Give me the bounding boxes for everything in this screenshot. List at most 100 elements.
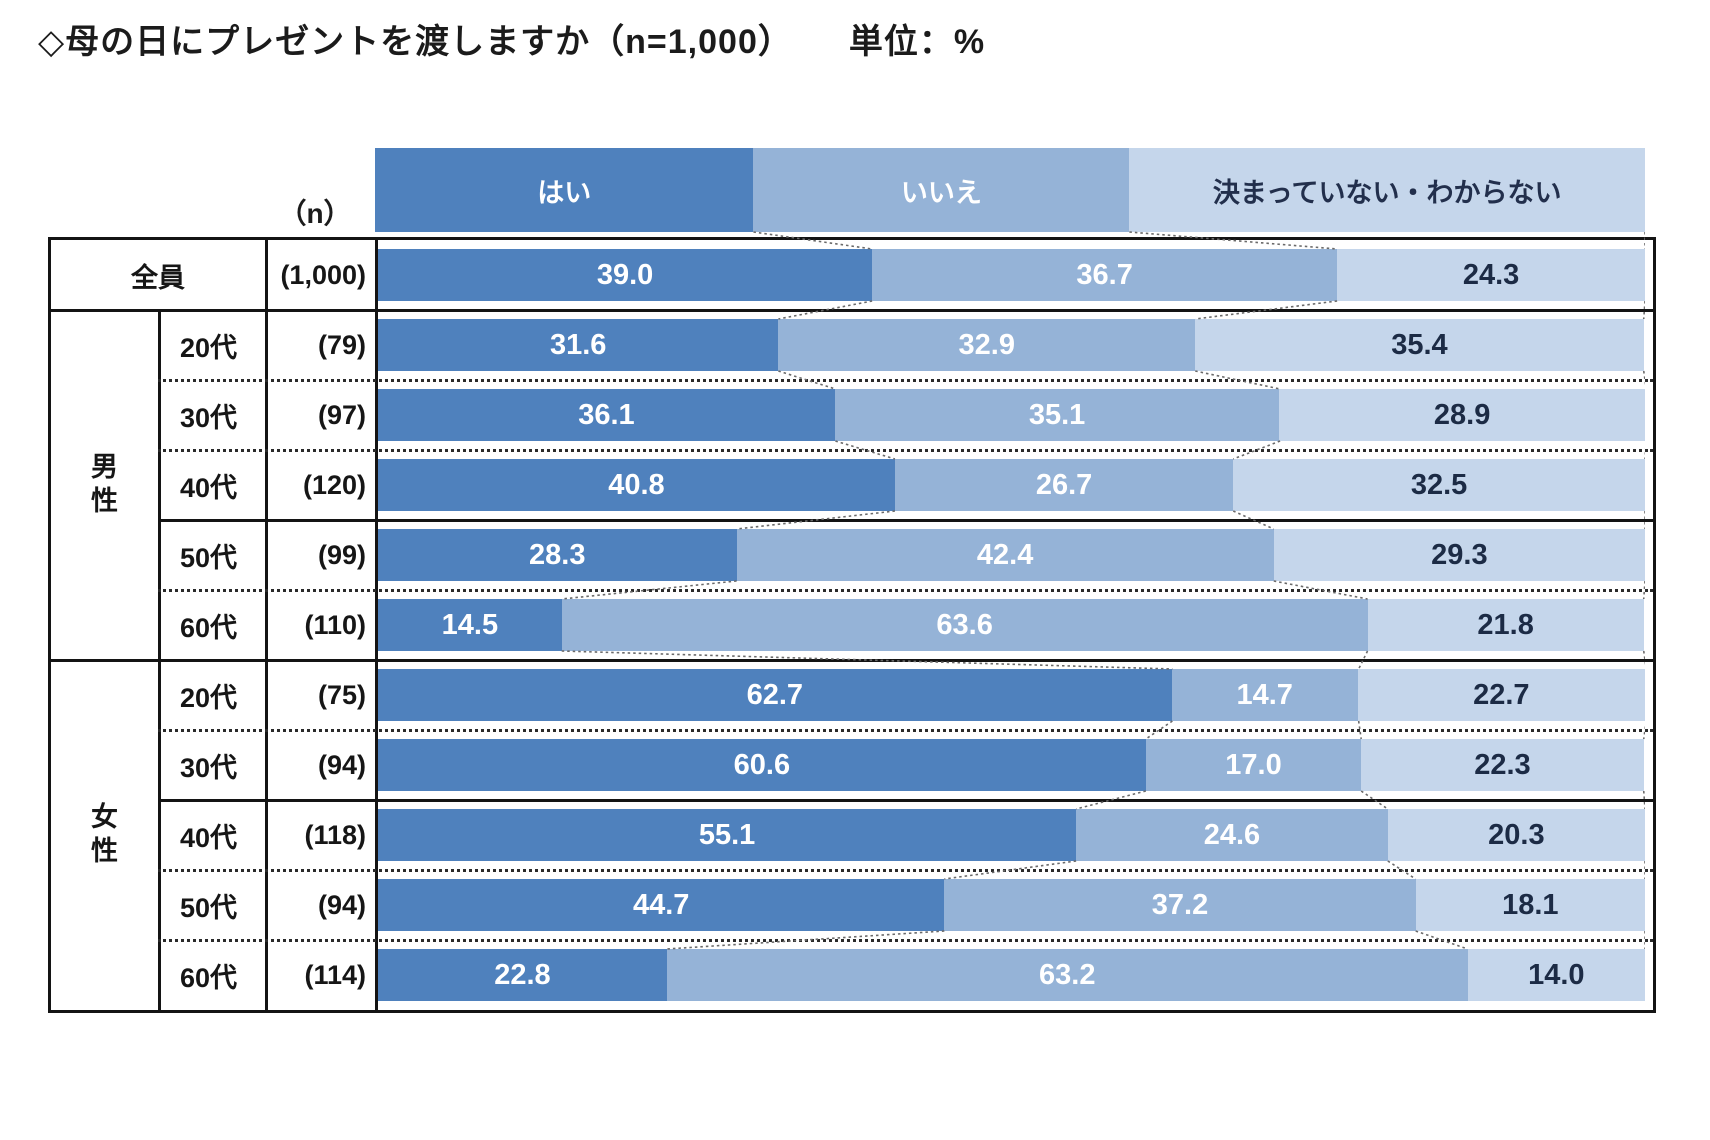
bar-value: 60.6 (733, 748, 791, 781)
bar-value: 14.7 (1236, 678, 1293, 711)
bar-segment-no: 36.7 (872, 249, 1338, 301)
n-label: (94) (317, 749, 366, 780)
stacked-bar: 28.3 42.4 29.3 (378, 529, 1645, 581)
bar-segment-undecided: 14.0 (1467, 949, 1645, 1001)
bar-value: 31.6 (549, 328, 607, 361)
n-column-header: （n） (278, 198, 352, 229)
bar-segment-yes: 28.3 (378, 529, 737, 581)
bar-value: 14.0 (1528, 958, 1585, 991)
bar-value: 62.7 (746, 678, 804, 711)
bar-value: 22.8 (494, 958, 551, 991)
bar-segment-undecided: 35.4 (1195, 319, 1644, 371)
stacked-bar: 40.8 26.7 32.5 (378, 459, 1645, 511)
bar-segment-undecided: 22.3 (1361, 739, 1644, 791)
age-label: 40代 (180, 472, 238, 503)
age-label: 60代 (180, 612, 238, 643)
bar-segment-no: 63.6 (561, 599, 1368, 651)
chart-title-text: ◇母の日にプレゼントを渡しますか（n=1,000） (38, 23, 793, 61)
bar-segment-no: 24.6 (1076, 809, 1388, 861)
bar-value: 40.8 (608, 468, 665, 501)
bar-segment-yes: 31.6 (378, 319, 779, 371)
legend-item: はい (375, 148, 754, 232)
age-label: 50代 (180, 542, 238, 573)
age-label: 60代 (180, 962, 238, 993)
bar-value: 55.1 (698, 818, 756, 851)
bar-value: 17.0 (1225, 748, 1282, 781)
bar-value: 22.7 (1473, 678, 1530, 711)
n-label: (118) (304, 819, 366, 850)
bar-segment-undecided: 24.3 (1337, 249, 1645, 301)
bar-segment-undecided: 32.5 (1233, 459, 1645, 511)
row-separator-solid (158, 518, 1653, 522)
bar-value: 24.6 (1203, 818, 1261, 851)
bar-value: 32.5 (1410, 468, 1468, 501)
bar-segment-no: 63.2 (666, 949, 1468, 1001)
bar-value: 37.2 (1151, 888, 1209, 921)
age-label: 20代 (180, 682, 238, 713)
bar-value: 36.7 (1076, 258, 1133, 291)
chart-unit-label: 単位：% (848, 23, 986, 61)
n-label: (110) (304, 609, 366, 640)
legend-header: はい いいえ 決まっていない・わからない (375, 148, 1645, 232)
bar-segment-undecided: 28.9 (1279, 389, 1645, 441)
age-label: 30代 (180, 752, 238, 783)
bar-segment-no: 35.1 (834, 389, 1280, 441)
n-label: (1,000) (280, 259, 366, 290)
bar-segment-no: 42.4 (736, 529, 1274, 581)
bar-value: 36.1 (578, 398, 635, 431)
stacked-bar: 14.5 63.6 21.8 (378, 599, 1645, 651)
row-separator-dotted (158, 378, 1653, 382)
bar-value: 42.4 (976, 538, 1034, 571)
grid-vline-n (375, 240, 378, 1010)
n-label: (114) (304, 959, 366, 990)
age-label: 50代 (180, 892, 238, 923)
row-separator-dotted (158, 728, 1653, 732)
group-cell: 女性 (91, 802, 118, 866)
bar-segment-yes: 55.1 (378, 809, 1077, 861)
stacked-bar: 62.7 14.7 22.7 (378, 669, 1645, 721)
group-cell: 男性 (91, 452, 118, 516)
row-separator-dotted (158, 868, 1653, 872)
bar-value: 18.1 (1502, 888, 1559, 921)
bar-segment-no: 32.9 (778, 319, 1196, 371)
row-separator-dotted (158, 588, 1653, 592)
bar-value: 22.3 (1474, 748, 1531, 781)
n-label: (79) (317, 329, 366, 360)
bar-value: 35.1 (1028, 398, 1086, 431)
bar-segment-no: 14.7 (1171, 669, 1358, 721)
age-label: 40代 (180, 822, 238, 853)
bar-segment-undecided: 22.7 (1357, 669, 1645, 721)
n-label: (120) (302, 469, 366, 500)
bar-segment-undecided: 20.3 (1387, 809, 1645, 861)
bar-value: 63.6 (936, 608, 993, 641)
bar-value: 20.3 (1488, 818, 1545, 851)
bar-value: 26.7 (1035, 468, 1093, 501)
bar-segment-no: 17.0 (1145, 739, 1362, 791)
bar-segment-yes: 62.7 (378, 669, 1172, 721)
chart-title: ◇母の日にプレゼントを渡しますか（n=1,000） 単位：% (38, 14, 985, 63)
bar-segment-yes: 36.1 (378, 389, 835, 441)
bar-value: 29.3 (1431, 538, 1488, 571)
bar-value: 21.8 (1477, 608, 1534, 641)
bar-segment-yes: 40.8 (378, 459, 895, 511)
bar-value: 39.0 (596, 258, 654, 291)
bar-segment-yes: 44.7 (378, 879, 945, 931)
stacked-bar: 60.6 17.0 22.3 (378, 739, 1645, 791)
n-label: (97) (317, 399, 366, 430)
bar-value: 35.4 (1391, 328, 1448, 361)
bar-segment-no: 26.7 (894, 459, 1234, 511)
bar-segment-undecided: 29.3 (1273, 529, 1645, 581)
bar-value: 14.5 (441, 608, 499, 641)
bar-segment-undecided: 21.8 (1367, 599, 1644, 651)
bar-value: 28.3 (529, 538, 586, 571)
n-label: (99) (317, 539, 366, 570)
bar-segment-yes: 39.0 (378, 249, 873, 301)
bar-segment-yes: 22.8 (378, 949, 667, 1001)
bar-value: 44.7 (632, 888, 690, 921)
bar-segment-no: 37.2 (944, 879, 1416, 931)
stacked-bar: 39.0 36.7 24.3 (378, 249, 1645, 301)
n-label: (75) (317, 679, 366, 710)
bar-segment-undecided: 18.1 (1415, 879, 1645, 931)
n-label: (94) (317, 889, 366, 920)
